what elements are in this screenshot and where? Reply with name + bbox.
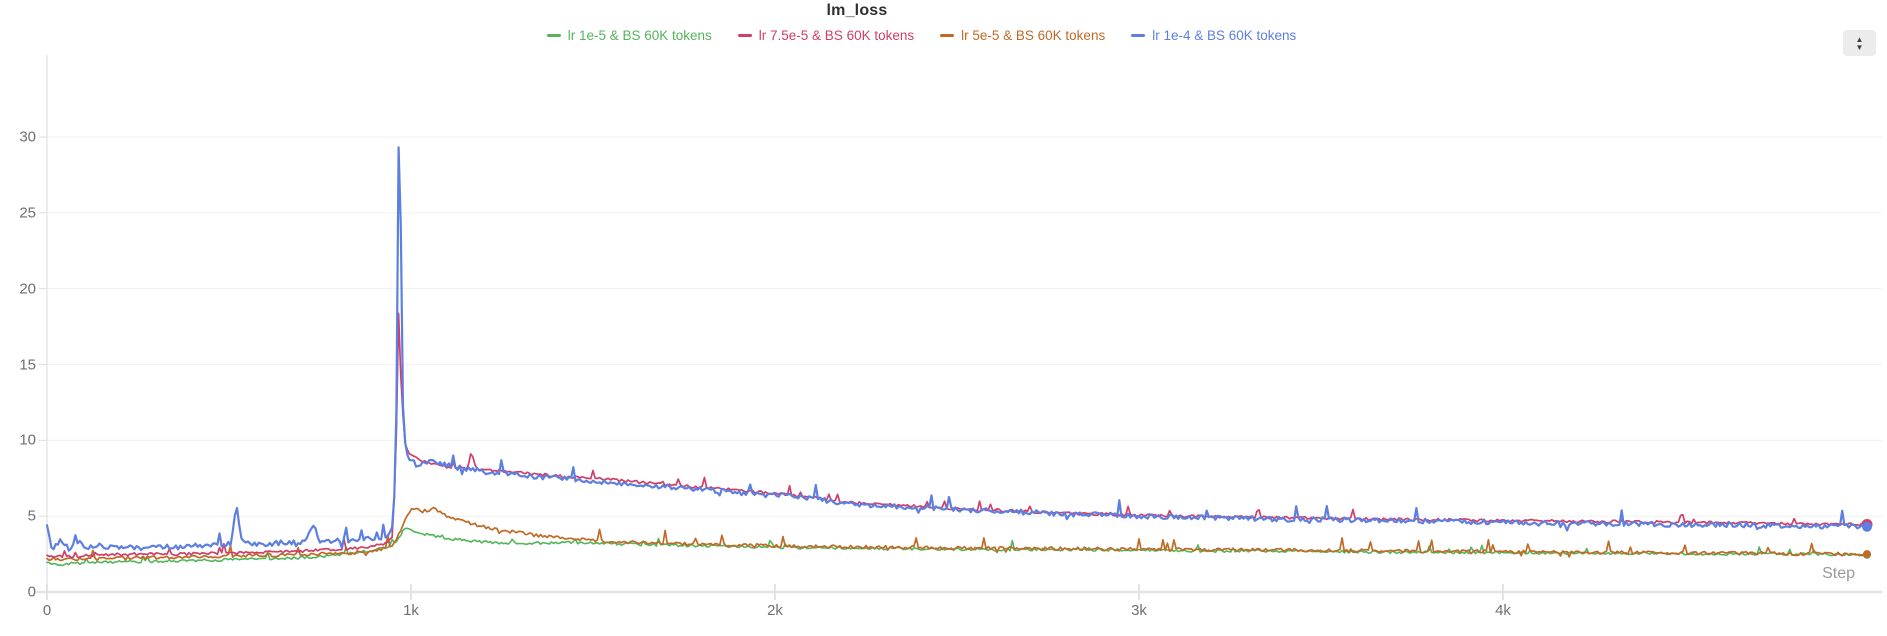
x-tick-label: 1k xyxy=(403,602,419,619)
legend-swatch-icon xyxy=(1131,34,1146,37)
legend-swatch-icon xyxy=(546,34,561,37)
caret-up-icon: ▲ xyxy=(1855,34,1864,44)
series-line xyxy=(46,506,1868,562)
series-end-dot xyxy=(1863,550,1871,559)
legend-item-lr-1e-4[interactable]: lr 1e-4 & BS 60K tokens xyxy=(1131,28,1296,43)
legend-label: lr 7.5e-5 & BS 60K tokens xyxy=(758,28,915,43)
y-tick-label: 25 xyxy=(19,204,36,222)
legend-label: lr 5e-5 & BS 60K tokens xyxy=(961,28,1106,43)
legend-item-lr-7-5e-5[interactable]: lr 7.5e-5 & BS 60K tokens xyxy=(737,28,915,43)
x-tick-label: 2k xyxy=(767,602,783,619)
series-end-dot xyxy=(1862,521,1872,532)
y-tick-label: 15 xyxy=(19,356,36,373)
x-axis-title: Step xyxy=(1822,565,1855,582)
y-tick-label: 10 xyxy=(19,431,36,449)
x-tick-label: 3k xyxy=(1131,602,1147,619)
y-tick-label: 5 xyxy=(27,507,36,525)
chart-title: lm_loss xyxy=(826,2,888,19)
legend: lr 1e-5 & BS 60K tokens lr 7.5e-5 & BS 6… xyxy=(0,28,1865,43)
legend-swatch-icon xyxy=(737,34,752,37)
x-tick-label: 0 xyxy=(42,602,52,619)
series-line xyxy=(46,312,1868,559)
caret-down-icon: ▼ xyxy=(1855,42,1864,52)
legend-item-lr-5e-5[interactable]: lr 5e-5 & BS 60K tokens xyxy=(940,28,1105,43)
series-line xyxy=(45,146,1868,552)
legend-label: lr 1e-4 & BS 60K tokens xyxy=(1152,28,1297,43)
legend-item-lr-1e-5[interactable]: lr 1e-5 & BS 60K tokens xyxy=(546,28,712,43)
y-tick-label: 0 xyxy=(27,583,36,601)
x-tick-label: 4k xyxy=(1495,602,1511,619)
y-tick-label: 20 xyxy=(19,280,36,298)
y-tick-label: 30 xyxy=(19,128,36,146)
expand-panel-button[interactable]: ▲ ▼ xyxy=(1843,30,1876,56)
legend-swatch-icon xyxy=(940,34,955,37)
legend-label: lr 1e-5 & BS 60K tokens xyxy=(567,28,712,43)
